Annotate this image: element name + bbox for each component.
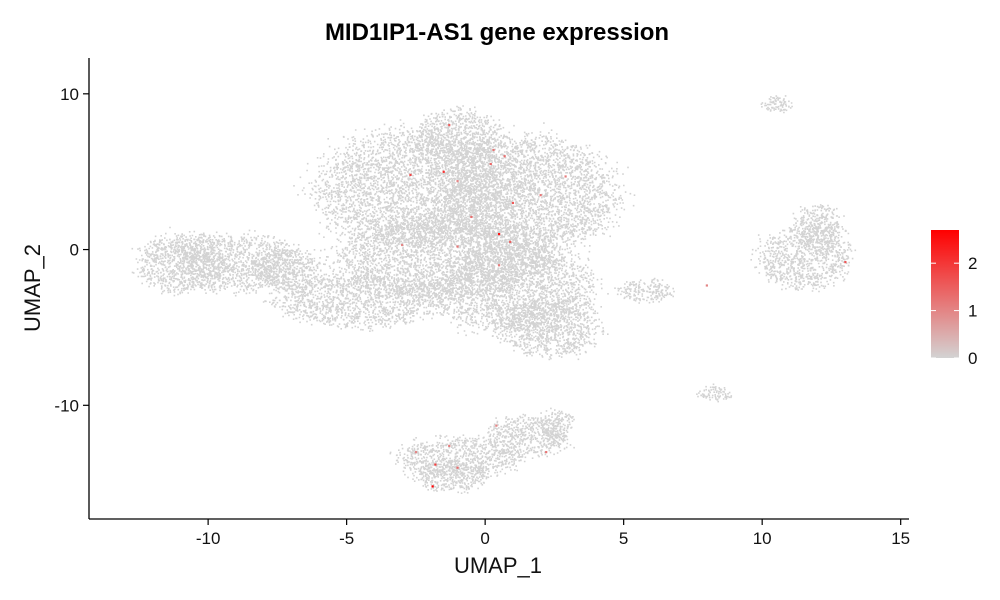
cell-point-cloud	[131, 95, 857, 494]
expressing-cell-point	[705, 284, 708, 287]
color-legend: 0 1 2	[931, 230, 977, 368]
y-tick-label: 10	[60, 85, 79, 104]
expressing-cell-point	[434, 463, 437, 466]
y-tick-label: -10	[54, 396, 79, 415]
expressing-cell-point	[401, 243, 404, 247]
expressing-cell-point	[442, 170, 445, 173]
expressing-cell-point	[564, 175, 567, 178]
colorbar-tick-label: 1	[968, 302, 977, 321]
expressing-cell-point	[448, 444, 451, 448]
y-axis-title: UMAP_2	[20, 244, 45, 332]
x-axis-ticks: -10 -5 0 5 10 15	[196, 519, 910, 548]
expressing-cell-point	[409, 173, 412, 177]
expressing-cell-point	[545, 451, 548, 454]
expressing-cell-point	[456, 466, 459, 469]
colorbar-tick-label: 0	[968, 349, 977, 368]
colorbar-tick-label: 2	[968, 254, 977, 273]
colorbar-ticks: 0 1 2	[931, 254, 977, 368]
expressing-cell-point	[498, 232, 501, 236]
x-axis-title: UMAP_1	[454, 553, 542, 578]
expressing-cell-point	[448, 123, 451, 127]
expressing-cell-point	[456, 245, 459, 248]
x-tick-label: 15	[891, 529, 910, 548]
y-axis-ticks: -10 0 10	[54, 85, 89, 415]
cell-points	[131, 95, 857, 494]
x-tick-label: 0	[480, 529, 489, 548]
expressing-cell-point	[495, 424, 498, 427]
expressing-cell-point	[511, 201, 515, 205]
expressing-cell-point	[431, 485, 434, 488]
expressing-cell-point	[539, 194, 542, 197]
y-tick-label: 0	[70, 241, 79, 260]
x-tick-label: 5	[619, 529, 628, 548]
colorbar	[931, 230, 959, 358]
chart-title: MID1IP1-AS1 gene expression	[325, 19, 669, 46]
expressing-cell-point	[470, 215, 473, 219]
expressing-cell-point	[509, 240, 512, 243]
expressing-cell-point	[503, 155, 506, 158]
expressing-cell-point	[844, 261, 847, 264]
expressing-cell-point	[414, 451, 418, 454]
x-tick-label: -5	[339, 529, 354, 548]
expressing-cell-points	[401, 123, 847, 488]
expressing-cell-point	[498, 264, 501, 267]
expressing-cell-point	[456, 180, 459, 183]
expressing-cell-point	[492, 148, 495, 152]
x-tick-label: -10	[196, 529, 221, 548]
expressing-cell-point	[489, 162, 492, 166]
x-tick-label: 10	[753, 529, 772, 548]
